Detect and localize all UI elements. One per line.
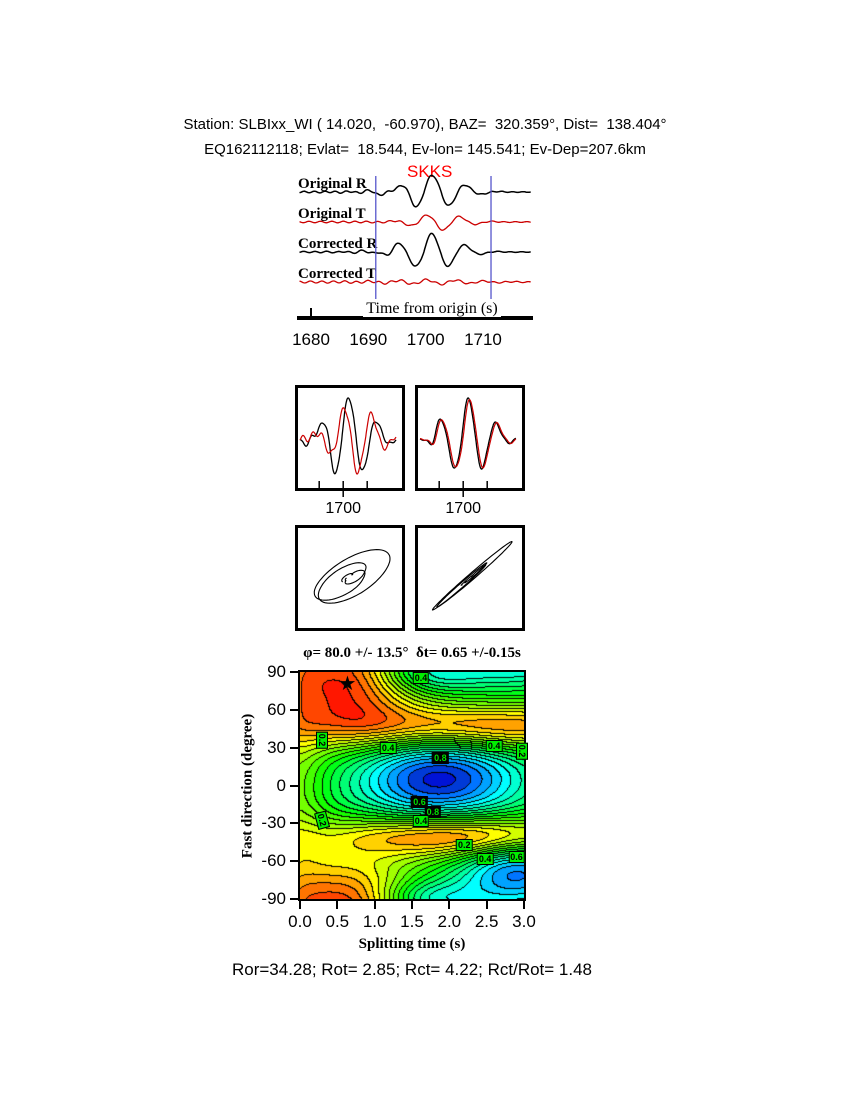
misfit-contour-plot: ★ 0.4 0.2 0.4 0.8 0.4 0.2 0.6 0.8 0.4 0.2 0.2 0.4 0.6: [298, 670, 528, 901]
best-solution-star: ★: [338, 672, 357, 695]
contour-annotation-0: 0.4: [412, 672, 430, 685]
contour-annotation-11: 0.4: [476, 852, 494, 865]
contour-xtick-label-3: 1.5: [400, 912, 424, 931]
contour-annotation-5: 0.2: [515, 743, 528, 760]
contour-annotation-10: 0.2: [456, 838, 473, 851]
contour-xtick-2: [373, 901, 376, 909]
time-axis-tick-label: 1690: [349, 330, 388, 349]
contour-ytick-5: [290, 860, 298, 863]
header-line-2: EQ162112118; Evlat= 18.544, Ev-lon= 145.…: [204, 141, 646, 158]
trace-label-0: Original R: [298, 176, 367, 192]
contour-title: φ= 80.0 +/- 13.5° δt= 0.65 +/-0.15s: [303, 645, 521, 661]
contour-ytick-label-6: -90: [261, 889, 286, 908]
contour-xtick-label-1: 0.5: [325, 912, 350, 931]
contour-annotation-2: 0.4: [379, 741, 397, 754]
phase-label: SKKS: [407, 162, 453, 181]
contour-ytick-2: [290, 746, 298, 749]
contour-ytick-label-5: -60: [261, 851, 286, 871]
header-line-1: Station: SLBIxx_WI ( 14.020, -60.970), B…: [183, 116, 667, 133]
time-axis-tick-label: 1680: [292, 330, 330, 349]
contour-xtick-label-5: 2.5: [474, 912, 499, 931]
contour-ytick-label-1: 60: [267, 699, 286, 719]
contour-annotation-8: 0.4: [412, 814, 430, 827]
windowed-waveform-box-original: [295, 385, 405, 491]
contour-xtick-label-4: 2.0: [437, 912, 462, 931]
contour-xtick-5: [485, 901, 488, 909]
contour-xtick-4: [448, 901, 451, 909]
trace-label-2: Corrected R: [298, 236, 378, 252]
contour-xtick-label-0: 0.0: [288, 912, 312, 931]
contour-xtick-label-2: 1.0: [362, 912, 387, 931]
trace-label-1: Original T: [298, 206, 366, 222]
contour-ytick-3: [290, 784, 298, 787]
particle-motion-box-corrected: [415, 525, 525, 631]
contour-annotation-3: 0.8: [432, 751, 449, 764]
time-axis-title-wrap: Time from origin (s): [40, 300, 824, 318]
contour-ytick-0: [290, 671, 298, 673]
time-axis-tick-label: 1710: [464, 330, 502, 349]
windowed-waveform-box-corrected: [415, 385, 525, 491]
window-tick-label-corrected: 1700: [445, 500, 481, 517]
contour-ytick-1: [290, 708, 298, 711]
contour-ytick-4: [290, 822, 298, 825]
contour-ytick-label-3: 0: [276, 775, 286, 795]
result-stats-line: Ror=34.28; Rot= 2.85; Rct= 4.22; Rct/Rot…: [231, 960, 593, 979]
contour-xtick-6: [523, 901, 525, 909]
time-axis-title: Time from origin (s): [363, 300, 501, 317]
particle-motion-box-original: [295, 525, 405, 631]
contour-annotation-6: 0.6: [411, 795, 428, 808]
contour-ytick-label-4: -30: [261, 813, 286, 833]
misfit-contour-canvas: [300, 672, 524, 899]
time-axis-tick-label: 1700: [406, 330, 445, 349]
contour-annotation-4: 0.4: [485, 740, 503, 753]
contour-x-axis-title: Splitting time (s): [358, 936, 466, 952]
contour-xtick-1: [336, 901, 339, 909]
contour-annotation-1: 0.2: [316, 731, 329, 749]
contour-annotation-12: 0.6: [508, 851, 525, 864]
contour-ytick-label-2: 30: [267, 737, 286, 757]
trace-label-3: Corrected T: [298, 266, 377, 282]
contour-ytick-label-0: 90: [267, 662, 286, 681]
contour-xtick-label-6: 3.0: [512, 912, 536, 931]
contour-xtick-0: [299, 901, 301, 909]
contour-ytick-6: [290, 898, 298, 900]
contour-xtick-3: [411, 901, 413, 909]
window-tick-label-original: 1700: [325, 500, 361, 517]
